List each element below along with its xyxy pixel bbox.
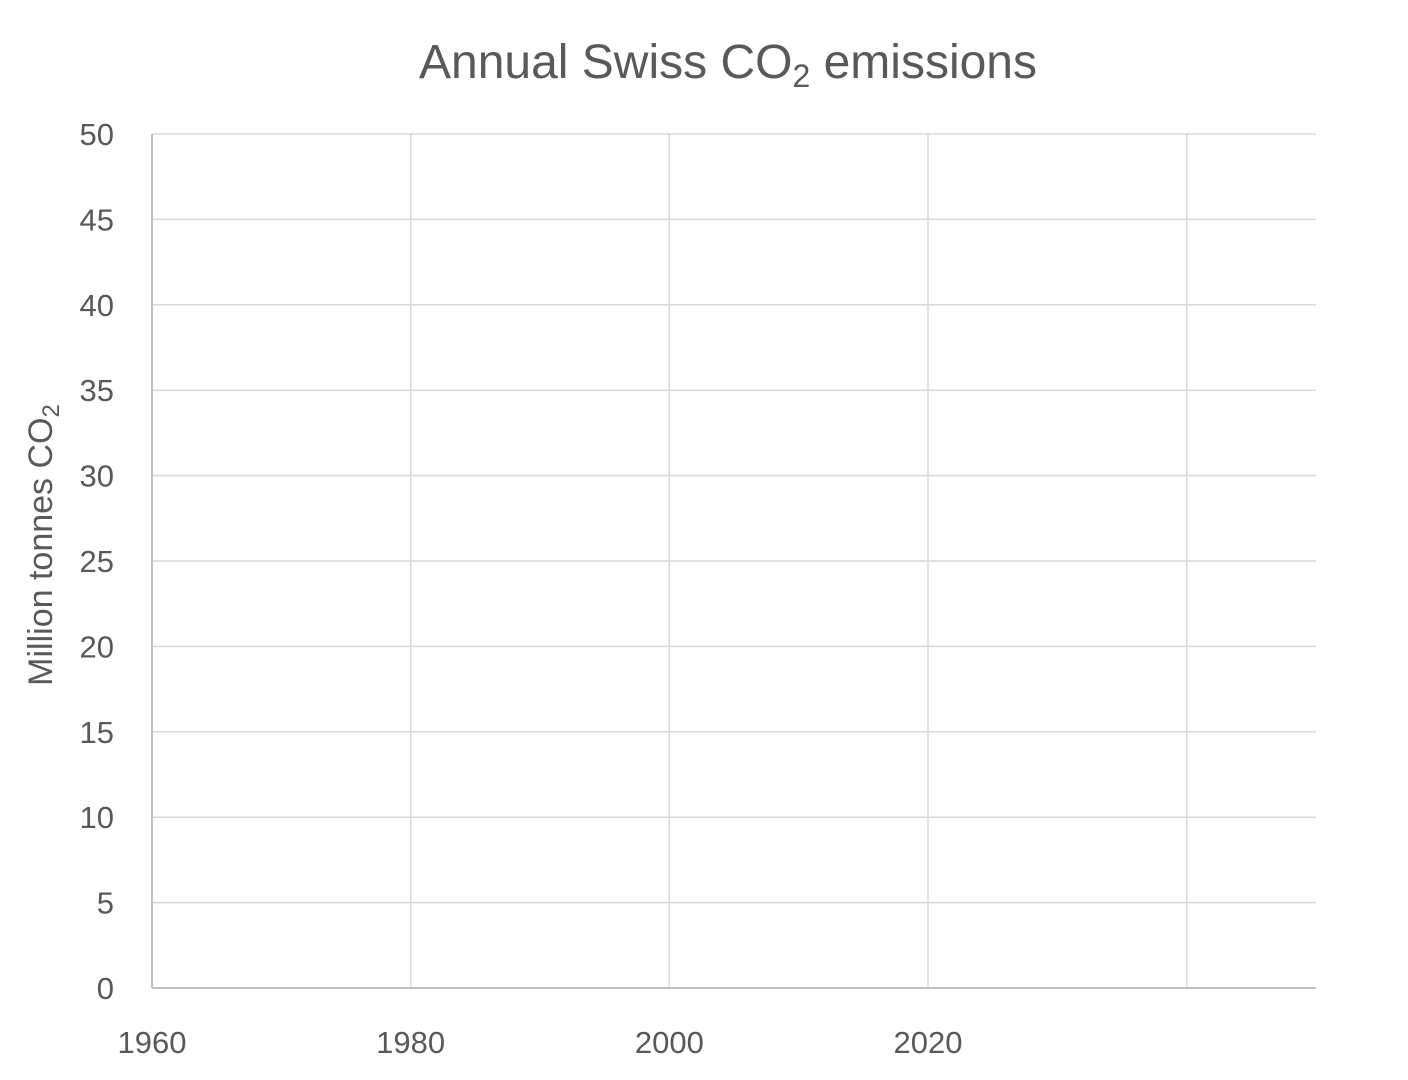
- y-tick-label-20: 20: [80, 629, 114, 664]
- y-tick-label-40: 40: [80, 288, 114, 323]
- x-tick-label-1960: 1960: [118, 1025, 187, 1060]
- y-tick-label-35: 35: [80, 373, 114, 408]
- y-tick-label-30: 30: [80, 459, 114, 494]
- chart-title-main: Annual Swiss CO: [419, 36, 792, 89]
- y-axis-title-subscript: 2: [38, 404, 65, 417]
- x-tick-label-1980: 1980: [376, 1025, 445, 1060]
- y-tick-label-25: 25: [80, 544, 114, 579]
- y-tick-label-10: 10: [80, 800, 114, 835]
- axes: [151, 134, 1316, 989]
- chart-title-suffix: emissions: [810, 36, 1037, 89]
- chart-title-subscript: 2: [792, 58, 810, 94]
- chart-title: Annual Swiss CO2 emissions: [419, 36, 1037, 94]
- y-axis-title-main: Million tonnes CO: [22, 418, 60, 686]
- y-tick-label-50: 50: [80, 117, 114, 152]
- y-tick-label-5: 5: [97, 886, 114, 921]
- y-tick-label-45: 45: [80, 202, 114, 237]
- x-tick-label-2000: 2000: [635, 1025, 704, 1060]
- x-tick-label-2020: 2020: [894, 1025, 963, 1060]
- gridlines: [152, 133, 1316, 988]
- tick-labels: 0 5 10 15 20 25 30 35 40 45 50 1960 1980 2000 2020: [80, 117, 963, 1060]
- y-tick-label-0: 0: [97, 971, 114, 1006]
- y-tick-label-15: 15: [80, 715, 114, 750]
- y-axis-title: Million tonnes CO2: [22, 404, 65, 686]
